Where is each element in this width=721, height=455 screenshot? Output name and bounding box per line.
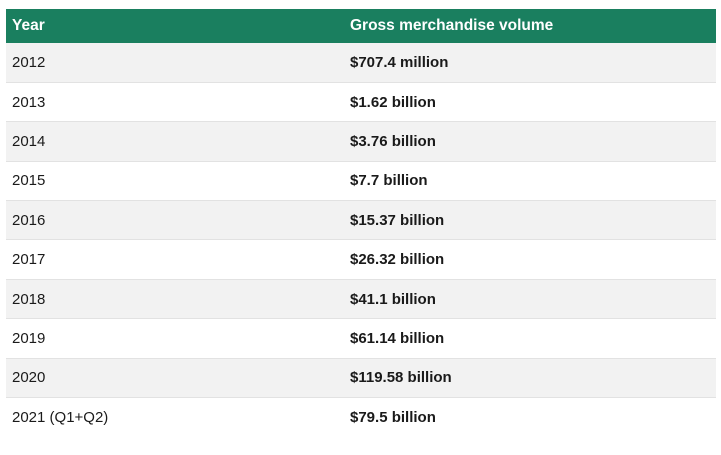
table-row: 2016 $15.37 billion — [6, 200, 716, 240]
gmv-cell: $61.14 billion — [350, 329, 445, 347]
gmv-cell: $119.58 billion — [350, 369, 452, 387]
table-row: 2013 $1.62 billion — [6, 82, 716, 122]
year-cell: 2014 — [12, 132, 46, 150]
year-cell: 2016 — [12, 211, 46, 229]
gmv-cell: $1.62 billion — [350, 93, 436, 111]
table-row: 2019 $61.14 billion — [6, 318, 716, 359]
table-row: 2018 $41.1 billion — [6, 279, 716, 319]
year-cell: 2021 (Q1+Q2) — [12, 408, 109, 426]
year-cell: 2020 — [12, 369, 46, 387]
table-row: 2021 (Q1+Q2) $79.5 billion — [6, 397, 716, 437]
year-cell: 2019 — [12, 329, 46, 347]
table-row: 2012 $707.4 million — [6, 43, 716, 83]
gmv-cell: $79.5 billion — [350, 408, 436, 426]
gmv-cell: $15.37 billion — [350, 211, 445, 229]
gmv-cell: $3.76 billion — [350, 132, 436, 150]
gmv-cell: $7.7 billion — [350, 172, 428, 190]
year-cell: 2018 — [12, 290, 46, 308]
table-row: 2020 $119.58 billion — [6, 358, 716, 398]
year-cell: 2017 — [12, 251, 46, 269]
table-row: 2015 $7.7 billion — [6, 161, 716, 201]
table-row: 2017 $26.32 billion — [6, 239, 716, 280]
gmv-cell: $707.4 million — [350, 53, 449, 71]
gmv-cell: $26.32 billion — [350, 251, 445, 269]
header-gmv: Gross merchandise volume — [350, 17, 554, 34]
gmv-table: Year Gross merchandise volume 2012 $707.4… — [6, 9, 716, 437]
year-cell: 2012 — [12, 53, 46, 71]
year-cell: 2015 — [12, 172, 46, 190]
year-cell: 2013 — [12, 93, 46, 111]
gmv-cell: $41.1 billion — [350, 290, 436, 308]
table-header-row: Year Gross merchandise volume — [6, 9, 716, 43]
table-row: 2014 $3.76 billion — [6, 121, 716, 162]
header-year: Year — [12, 17, 45, 34]
